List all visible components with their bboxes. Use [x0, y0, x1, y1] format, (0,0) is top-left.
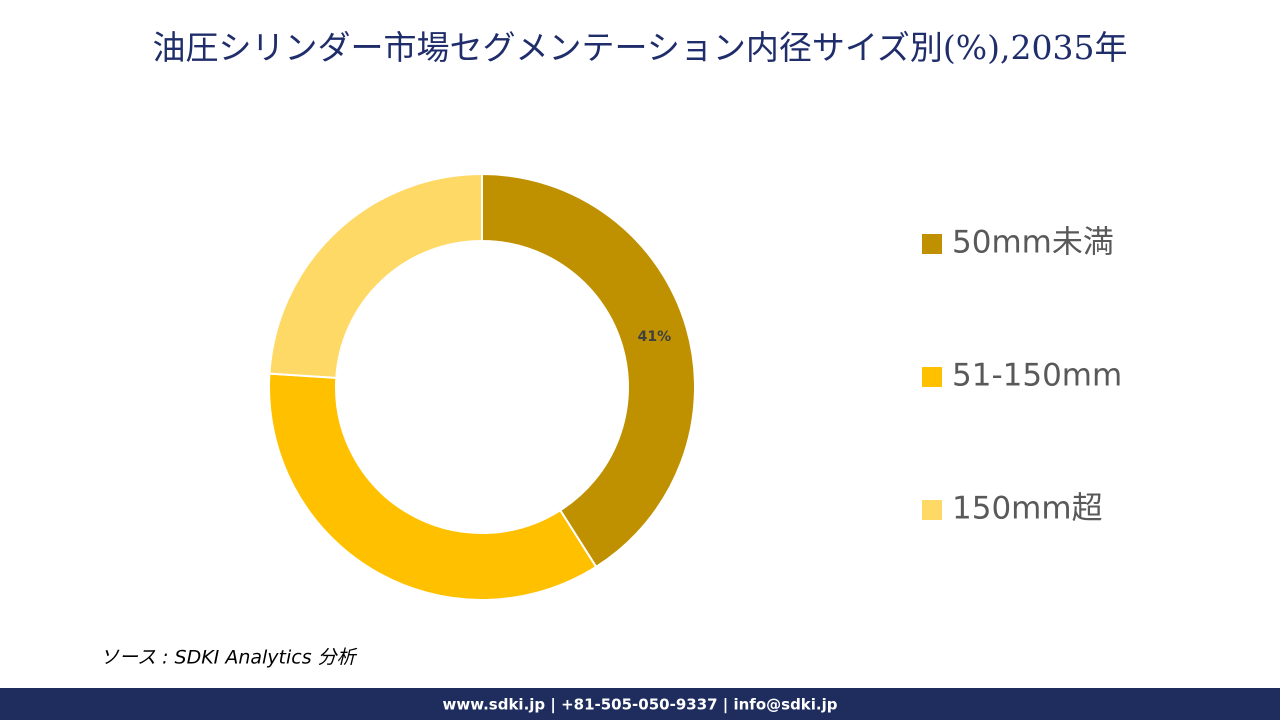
footer-text: www.sdki.jp | +81-505-050-9337 | info@sd… [442, 696, 837, 715]
donut: 41% [268, 172, 696, 601]
legend-swatch [922, 367, 942, 387]
legend-label: 50mm未満 [952, 225, 1114, 261]
legend-label: 51-150mm [952, 358, 1122, 394]
donut-segment [268, 372, 598, 601]
chart-title: 油圧シリンダー市場セグメンテーション内径サイズ別(%),2035年 [153, 28, 1128, 67]
donut-segment [268, 172, 483, 379]
legend: 50mm未満 51-150mm 150mm超 [922, 225, 1122, 527]
legend-swatch [922, 500, 942, 520]
legend-swatch [922, 234, 942, 254]
data-label: 41% [638, 329, 672, 345]
donut-segment [481, 172, 696, 569]
source-note: ソース : SDKI Analytics 分析 [100, 647, 358, 669]
footer-bar [0, 688, 1280, 720]
legend-label: 150mm超 [952, 491, 1103, 527]
